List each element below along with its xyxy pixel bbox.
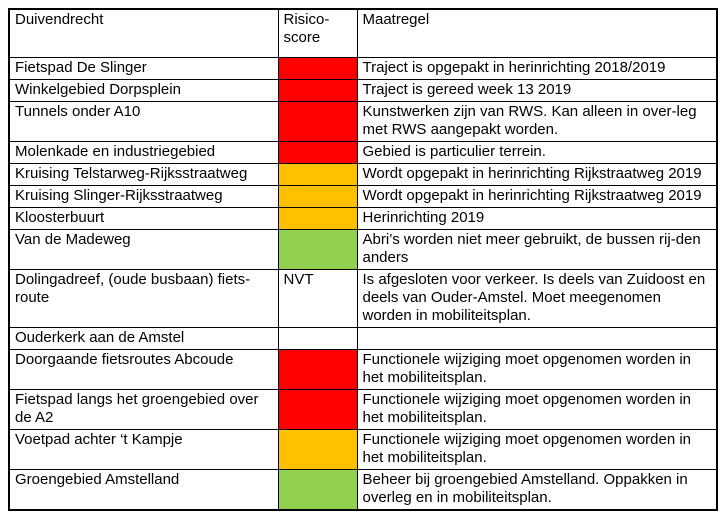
risk-score-cell bbox=[277, 163, 358, 186]
table-row: Fietspad De Slinger Traject is opgepakt … bbox=[8, 57, 718, 80]
area-cell: Fietspad De Slinger bbox=[8, 57, 279, 80]
header-measure: Maatregel bbox=[356, 8, 718, 58]
measure-cell: Functionele wijziging moet opgenomen wor… bbox=[356, 429, 718, 470]
table-row: Voetpad achter ‘t Kampje Functionele wij… bbox=[8, 429, 718, 470]
area-cell: Groengebied Amstelland bbox=[8, 469, 279, 511]
risk-score-cell bbox=[277, 469, 358, 511]
area-cell: Tunnels onder A10 bbox=[8, 101, 279, 142]
area-cell: Dolingadreef, (oude busbaan) fiets-route bbox=[8, 269, 279, 328]
header-area: Duivendrecht bbox=[8, 8, 279, 58]
table-row: Doorgaande fietsroutes Abcoude Functione… bbox=[8, 349, 718, 390]
risk-score-cell bbox=[277, 141, 358, 164]
risk-score-cell bbox=[277, 229, 358, 270]
table-row: Dolingadreef, (oude busbaan) fiets-route… bbox=[8, 269, 718, 328]
risk-score-cell bbox=[277, 327, 358, 350]
measure-cell: Wordt opgepakt in herinrichting Rijkstra… bbox=[356, 163, 718, 186]
risk-score-cell: NVT bbox=[277, 269, 358, 328]
area-cell: Winkelgebied Dorpsplein bbox=[8, 79, 279, 102]
table-row: Winkelgebied Dorpsplein Traject is geree… bbox=[8, 79, 718, 102]
area-cell: Van de Madeweg bbox=[8, 229, 279, 270]
table-row: Kruising Slinger-Rijksstraatweg Wordt op… bbox=[8, 185, 718, 208]
measure-cell: Gebied is particulier terrein. bbox=[356, 141, 718, 164]
table-row: Tunnels onder A10 Kunstwerken zijn van R… bbox=[8, 101, 718, 142]
header-row: Duivendrecht Risico-score Maatregel bbox=[8, 8, 718, 58]
measure-cell: Herinrichting 2019 bbox=[356, 207, 718, 230]
area-cell: Kruising Telstarweg-Rijksstraatweg bbox=[8, 163, 279, 186]
measure-cell: Beheer bij groengebied Amstelland. Oppak… bbox=[356, 469, 718, 511]
measure-cell: Wordt opgepakt in herinrichting Rijkstra… bbox=[356, 185, 718, 208]
risk-score-cell bbox=[277, 207, 358, 230]
risk-score-cell bbox=[277, 185, 358, 208]
risk-score-cell bbox=[277, 79, 358, 102]
risk-score-cell bbox=[277, 101, 358, 142]
area-cell: Doorgaande fietsroutes Abcoude bbox=[8, 349, 279, 390]
table-row: Fietspad langs het groengebied over de A… bbox=[8, 389, 718, 430]
header-risk-score: Risico-score bbox=[277, 8, 358, 58]
area-cell: Voetpad achter ‘t Kampje bbox=[8, 429, 279, 470]
area-cell: Kruising Slinger-Rijksstraatweg bbox=[8, 185, 279, 208]
table-row: Van de Madeweg Abri’s worden niet meer g… bbox=[8, 229, 718, 270]
area-cell: Kloosterbuurt bbox=[8, 207, 279, 230]
table-row: Ouderkerk aan de Amstel bbox=[8, 327, 718, 350]
risk-score-cell bbox=[277, 349, 358, 390]
area-cell: Ouderkerk aan de Amstel bbox=[8, 327, 279, 350]
measure-cell: Is afgesloten voor verkeer. Is deels van… bbox=[356, 269, 718, 328]
measure-cell: Traject is gereed week 13 2019 bbox=[356, 79, 718, 102]
measure-cell: Abri’s worden niet meer gebruikt, de bus… bbox=[356, 229, 718, 270]
measure-cell: Traject is opgepakt in herinrichting 201… bbox=[356, 57, 718, 80]
risk-score-cell bbox=[277, 389, 358, 430]
risk-score-cell bbox=[277, 57, 358, 80]
area-cell: Molenkade en industriegebied bbox=[8, 141, 279, 164]
table-row: Molenkade en industriegebied Gebied is p… bbox=[8, 141, 718, 164]
measure-cell bbox=[356, 327, 718, 350]
area-cell: Fietspad langs het groengebied over de A… bbox=[8, 389, 279, 430]
table-row: Kloosterbuurt Herinrichting 2019 bbox=[8, 207, 718, 230]
risk-score-cell bbox=[277, 429, 358, 470]
measure-cell: Functionele wijziging moet opgenomen wor… bbox=[356, 389, 718, 430]
measure-cell: Functionele wijziging moet opgenomen wor… bbox=[356, 349, 718, 390]
table-row: Kruising Telstarweg-Rijksstraatweg Wordt… bbox=[8, 163, 718, 186]
table-row: Groengebied Amstelland Beheer bij groeng… bbox=[8, 469, 718, 511]
risk-table: Duivendrecht Risico-score Maatregel Fiet… bbox=[8, 8, 718, 511]
measure-cell: Kunstwerken zijn van RWS. Kan alleen in … bbox=[356, 101, 718, 142]
